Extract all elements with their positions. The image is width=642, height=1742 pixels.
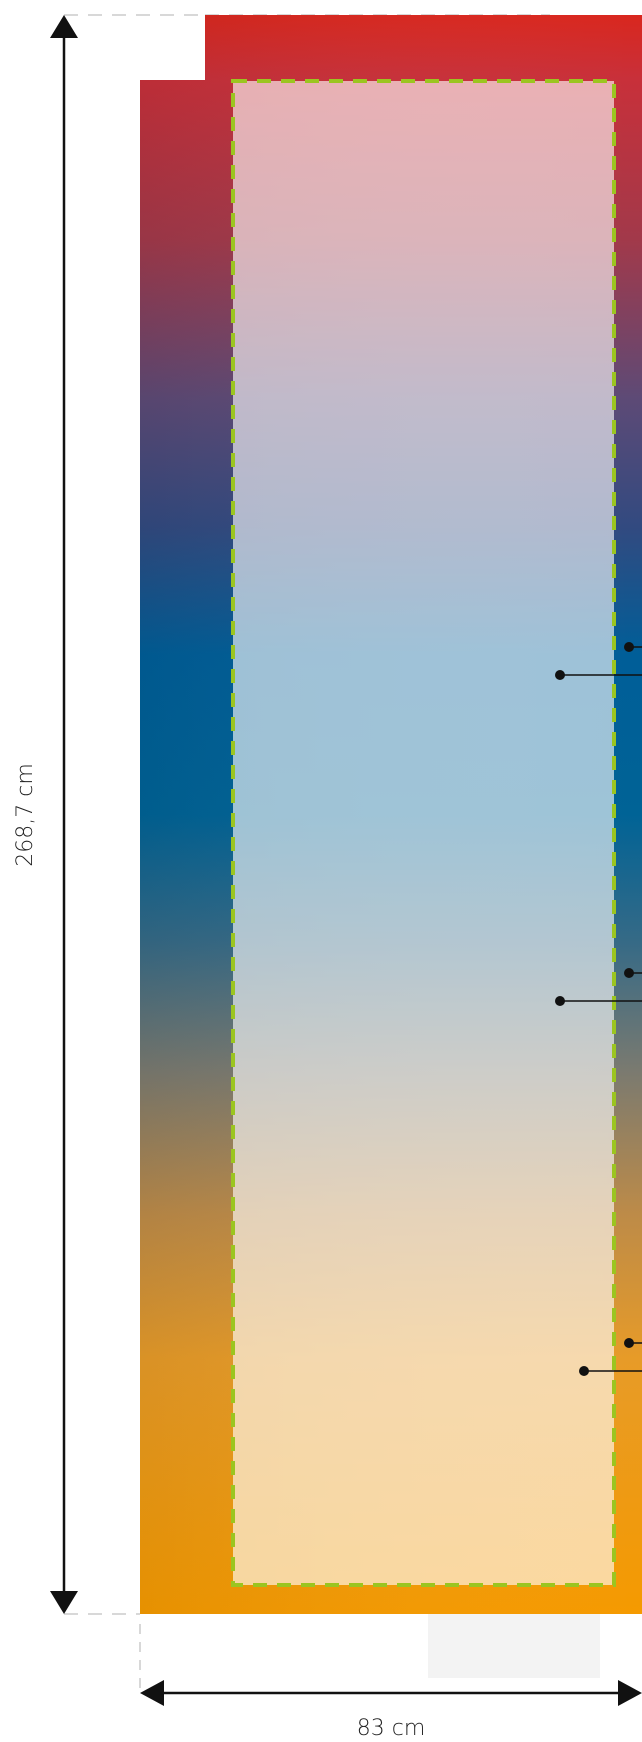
callout-marker-3	[579, 1338, 642, 1376]
height-dimension-arrow	[50, 15, 78, 1614]
width-dimension-arrow	[140, 1680, 642, 1706]
width-label: 83 cm	[357, 1716, 426, 1741]
floor-block	[428, 1614, 600, 1678]
callout-marker-2	[555, 968, 642, 1006]
height-label: 268,7 cm	[13, 763, 38, 867]
callout-marker-1	[555, 642, 642, 680]
safe-zone	[233, 81, 614, 1585]
safe-zone-border	[231, 79, 616, 1587]
